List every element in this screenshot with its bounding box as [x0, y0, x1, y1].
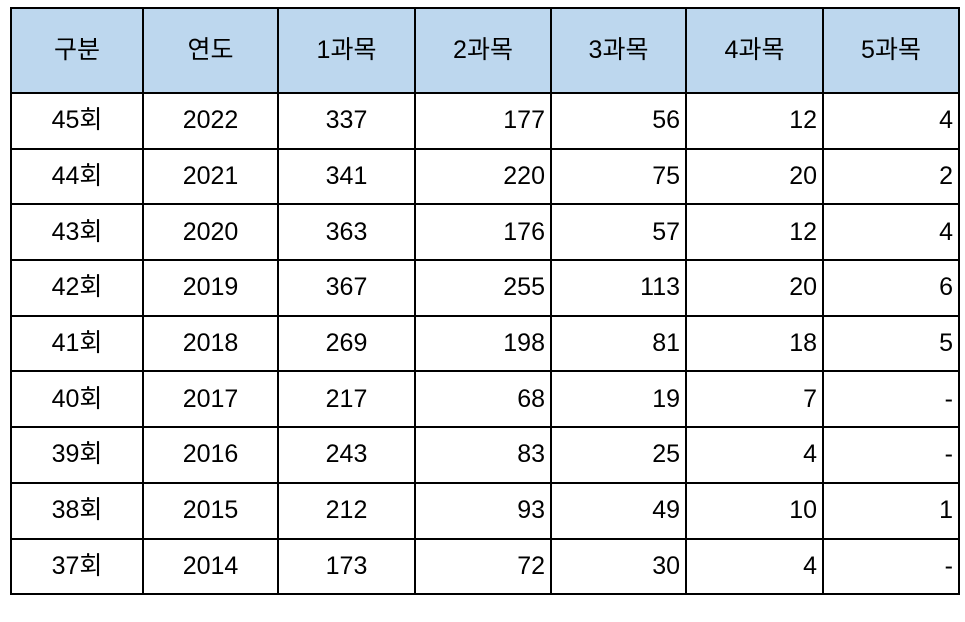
- table-cell: 37회: [10, 537, 144, 596]
- header-cell: 3과목: [550, 7, 687, 94]
- table-cell: 198: [414, 314, 552, 373]
- table-row: 43회 2020 363 176 57 12 4: [10, 203, 960, 262]
- table-cell: 217: [277, 370, 416, 429]
- table-cell: 4: [685, 426, 824, 484]
- table-cell: 83: [414, 426, 552, 484]
- table-row: 45회 2022 337 177 56 12 4: [10, 92, 960, 150]
- table-cell: 6: [822, 259, 960, 317]
- header-cell: 4과목: [685, 7, 824, 94]
- table-cell: 72: [414, 537, 552, 596]
- table-cell: 2021: [142, 147, 279, 206]
- table-cell: -: [822, 426, 960, 484]
- table-row: 42회 2019 367 255 113 20 6: [10, 259, 960, 317]
- table-cell: 25: [550, 426, 687, 484]
- table-cell: 2016: [142, 426, 279, 484]
- table-cell: 2022: [142, 92, 279, 150]
- header-cell: 연도: [142, 7, 279, 94]
- table-cell: 68: [414, 370, 552, 429]
- table-cell: -: [822, 370, 960, 429]
- table-cell: 4: [685, 537, 824, 596]
- header-row: 구분 연도 1과목 2과목 3과목 4과목 5과목: [10, 7, 960, 94]
- table-row: 38회 2015 212 93 49 10 1: [10, 481, 960, 540]
- table-header: 구분 연도 1과목 2과목 3과목 4과목 5과목: [10, 7, 960, 94]
- table-cell: 2014: [142, 537, 279, 596]
- table-cell: 56: [550, 92, 687, 150]
- exam-results-table: 구분 연도 1과목 2과목 3과목 4과목 5과목 45회 2022 337 177 56 12 4 44…: [10, 7, 960, 596]
- header-cell: 5과목: [822, 7, 960, 94]
- table-cell: 269: [277, 314, 416, 373]
- table-cell: 5: [822, 314, 960, 373]
- table-cell: 7: [685, 370, 824, 429]
- table-cell: 2: [822, 147, 960, 206]
- table-cell: 2017: [142, 370, 279, 429]
- table-row: 39회 2016 243 83 25 4-: [10, 426, 960, 484]
- table-cell: 49: [550, 481, 687, 540]
- table-cell: 20: [685, 147, 824, 206]
- table-cell: 12: [685, 92, 824, 150]
- table-cell: 212: [277, 481, 416, 540]
- table-cell: 10: [685, 481, 824, 540]
- table-cell: 363: [277, 203, 416, 262]
- table-cell: 18: [685, 314, 824, 373]
- table-cell: 341: [277, 147, 416, 206]
- table-cell: 176: [414, 203, 552, 262]
- table-cell: 19: [550, 370, 687, 429]
- table-cell: 57: [550, 203, 687, 262]
- table-cell: 45회: [10, 92, 144, 150]
- table-cell: 177: [414, 92, 552, 150]
- table-cell: 44회: [10, 147, 144, 206]
- table-cell: 30: [550, 537, 687, 596]
- table-cell: 20: [685, 259, 824, 317]
- table-cell: 220: [414, 147, 552, 206]
- table-cell: 41회: [10, 314, 144, 373]
- table-row: 41회 2018 269 198 81 18 5: [10, 314, 960, 373]
- table-cell: 93: [414, 481, 552, 540]
- table-cell: 75: [550, 147, 687, 206]
- table-row: 44회 2021 341 220 75 20 2: [10, 147, 960, 206]
- table-cell: 367: [277, 259, 416, 317]
- table-cell: 2018: [142, 314, 279, 373]
- table-cell: 173: [277, 537, 416, 596]
- table-cell: 4: [822, 203, 960, 262]
- table-row: 37회 2014 173 72 30 4-: [10, 537, 960, 596]
- table-cell: 255: [414, 259, 552, 317]
- table-cell: -: [822, 537, 960, 596]
- table-cell: 40회: [10, 370, 144, 429]
- table-cell: 2019: [142, 259, 279, 317]
- table-cell: 243: [277, 426, 416, 484]
- table-cell: 81: [550, 314, 687, 373]
- table-cell: 2020: [142, 203, 279, 262]
- header-cell: 1과목: [277, 7, 416, 94]
- table-cell: 12: [685, 203, 824, 262]
- table-cell: 2015: [142, 481, 279, 540]
- table-cell: 42회: [10, 259, 144, 317]
- table-cell: 4: [822, 92, 960, 150]
- header-cell: 2과목: [414, 7, 552, 94]
- table-cell: 1: [822, 481, 960, 540]
- table-body: 45회 2022 337 177 56 12 4 44회 2021 341 220 75 20 2 43회 2…: [10, 92, 960, 596]
- table-cell: 337: [277, 92, 416, 150]
- table-cell: 39회: [10, 426, 144, 484]
- header-cell: 구분: [10, 7, 144, 94]
- table-cell: 113: [550, 259, 687, 317]
- table-row: 40회 2017 217 68 19 7-: [10, 370, 960, 429]
- table-cell: 38회: [10, 481, 144, 540]
- table-cell: 43회: [10, 203, 144, 262]
